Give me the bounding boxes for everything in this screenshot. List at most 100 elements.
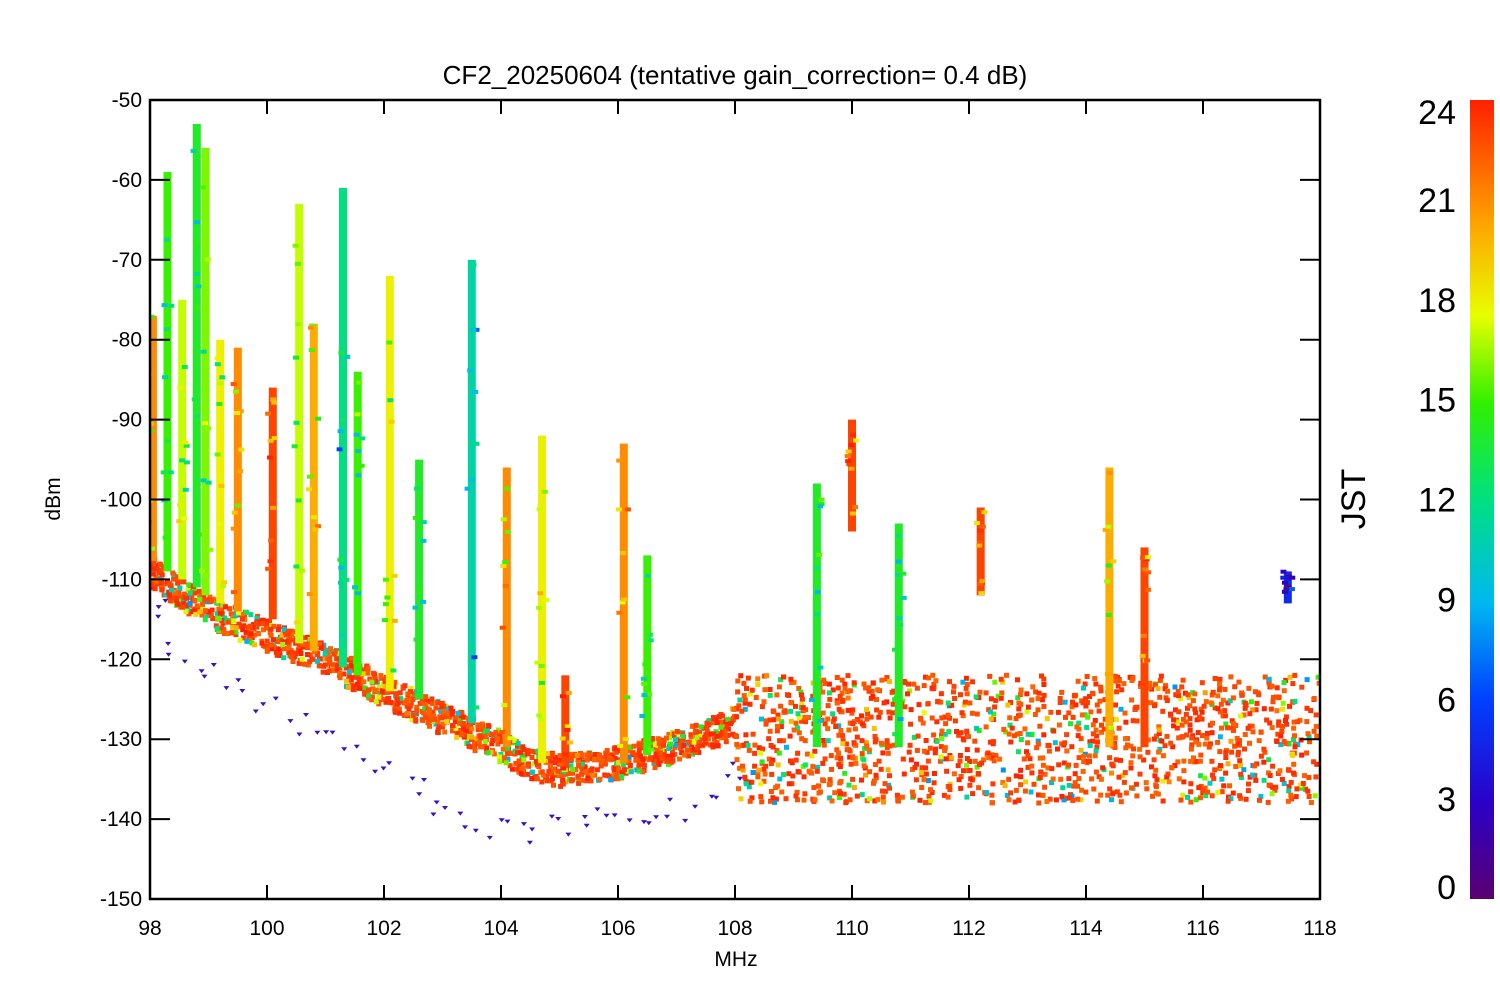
- floor-point: [759, 704, 765, 710]
- floor-point: [1147, 684, 1153, 690]
- floor-point: [1123, 719, 1129, 725]
- signal-point: [198, 532, 204, 537]
- floor-point: [510, 766, 515, 772]
- floor-point: [544, 778, 550, 784]
- signal-point: [235, 503, 242, 508]
- outlier-point: [626, 818, 633, 823]
- floor-point: [436, 724, 442, 730]
- y-tick-label: -100: [100, 489, 142, 512]
- floor-point: [496, 727, 501, 733]
- floor-point: [323, 647, 328, 653]
- floor-point: [767, 728, 773, 734]
- low-outlier-points: [155, 598, 743, 845]
- floor-point: [740, 763, 745, 769]
- floor-point: [1181, 758, 1187, 764]
- floor-point: [378, 675, 384, 681]
- floor-point: [714, 720, 720, 726]
- floor-point: [636, 746, 642, 751]
- floor-point: [812, 748, 818, 754]
- floor-point: [1289, 796, 1295, 802]
- signal-point: [214, 452, 221, 457]
- colorbar-tick-label: 9: [1437, 581, 1456, 619]
- floor-point: [1057, 700, 1063, 705]
- outlier-point: [155, 605, 162, 610]
- outlier-point: [323, 730, 330, 735]
- floor-point: [350, 668, 355, 674]
- floor-point: [405, 702, 411, 708]
- floor-point: [1137, 746, 1143, 752]
- floor-point: [825, 738, 831, 744]
- floor-point: [1037, 755, 1043, 761]
- floor-point: [202, 617, 208, 623]
- x-axis-label: MHz: [714, 948, 757, 971]
- signal-column: [339, 187, 347, 668]
- floor-point: [1201, 703, 1207, 709]
- floor-point: [655, 736, 661, 742]
- floor-point: [718, 719, 724, 725]
- floor-point: [756, 767, 762, 773]
- floor-point: [552, 754, 558, 760]
- floor-point: [636, 750, 642, 756]
- floor-point: [673, 742, 679, 748]
- floor-point: [741, 693, 747, 699]
- floor-point: [208, 613, 214, 618]
- floor-point: [1217, 709, 1223, 715]
- floor-point: [1062, 699, 1068, 705]
- floor-point: [825, 716, 831, 722]
- floor-point: [932, 750, 938, 756]
- floor-point: [345, 685, 351, 690]
- floor-point: [1122, 736, 1128, 742]
- floor-point: [326, 657, 332, 663]
- signal-point: [182, 440, 189, 445]
- floor-point: [1085, 714, 1091, 720]
- signal-point: [619, 600, 626, 605]
- y-axis: -50-60-70-80-90-100-110-120-130-140-150: [100, 89, 1320, 911]
- floor-point: [612, 765, 618, 771]
- floor-point: [151, 566, 157, 572]
- signal-point: [338, 350, 345, 355]
- signal-point: [381, 618, 388, 623]
- signal-point: [230, 526, 237, 531]
- floor-point: [1246, 685, 1252, 691]
- floor-point: [1250, 707, 1256, 713]
- floor-point: [626, 754, 632, 760]
- floor-point: [271, 623, 277, 629]
- floor-point: [1083, 789, 1089, 795]
- floor-point: [167, 592, 172, 598]
- floor-point: [1024, 709, 1030, 715]
- floor-point: [213, 623, 219, 629]
- floor-point: [626, 748, 632, 754]
- floor-point: [1015, 695, 1021, 701]
- floor-point: [783, 796, 789, 802]
- x-tick-label: 98: [138, 917, 161, 940]
- outlier-point: [526, 840, 533, 845]
- floor-point: [778, 703, 784, 709]
- floor-point: [222, 631, 227, 636]
- floor-point: [1294, 786, 1300, 792]
- floor-point: [759, 759, 765, 765]
- signal-point: [194, 414, 201, 419]
- floor-point: [1165, 688, 1171, 694]
- floor-point: [485, 750, 491, 756]
- floor-point: [529, 748, 535, 754]
- floor-point: [1049, 780, 1054, 786]
- floor-point: [740, 767, 746, 773]
- floor-point: [995, 693, 1001, 699]
- floor-point: [834, 747, 840, 753]
- signal-point: [291, 444, 298, 449]
- floor-point: [1119, 687, 1125, 693]
- signal-point: [559, 736, 566, 741]
- floor-point: [1109, 770, 1114, 776]
- floor-point: [705, 736, 711, 742]
- floor-point: [382, 683, 388, 689]
- floor-point: [826, 782, 832, 788]
- floor-point: [1168, 711, 1173, 717]
- floor-point: [887, 773, 892, 779]
- floor-point: [168, 588, 174, 593]
- signal-point: [896, 533, 903, 538]
- floor-point: [1281, 739, 1287, 744]
- floor-point: [990, 781, 996, 787]
- floor-point: [745, 742, 751, 748]
- signal-point: [562, 752, 569, 757]
- floor-point: [851, 680, 857, 686]
